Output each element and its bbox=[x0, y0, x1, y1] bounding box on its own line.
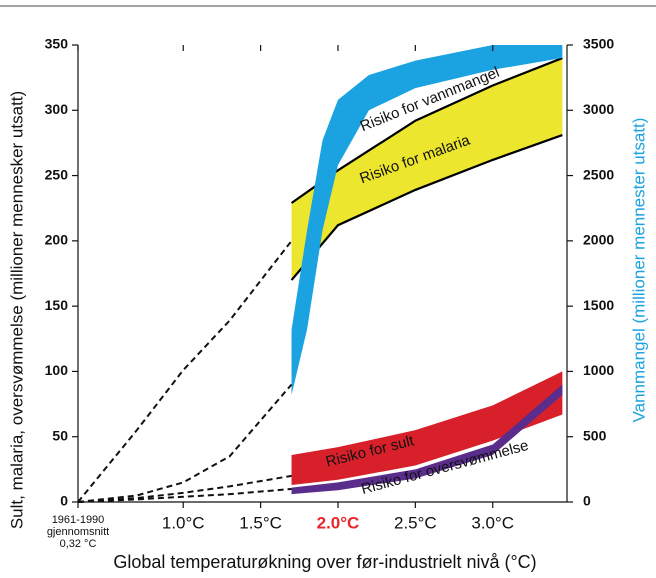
x-tick-label: 1.0°C bbox=[162, 513, 205, 532]
y-tick-label: 100 bbox=[45, 362, 69, 378]
trend-line bbox=[77, 240, 293, 503]
y2-tick-label: 2000 bbox=[583, 232, 614, 248]
x-tick-label-line: 1961-1990 bbox=[52, 514, 105, 526]
band bbox=[291, 384, 563, 495]
y-tick-label: 200 bbox=[45, 232, 69, 248]
x-tick-label: 3.0°C bbox=[471, 513, 514, 532]
y2-tick-label: 500 bbox=[583, 427, 607, 443]
x-tick-label: 2.5°C bbox=[394, 513, 437, 532]
y-tick-label: 0 bbox=[60, 493, 68, 509]
x-tick-label-line: gjennomsnitt bbox=[47, 526, 109, 538]
x-tick-label-line: 0,32 °C bbox=[60, 538, 97, 550]
y-tick-label: 50 bbox=[52, 427, 68, 443]
y-axis-label: Sult, malaria, oversvømmelse (millioner … bbox=[7, 91, 26, 529]
y2-axis-label: Vannmangel (millioner mennester utsatt) bbox=[629, 118, 648, 423]
band bbox=[291, 58, 563, 281]
x-tick-label: 1.5°C bbox=[239, 513, 282, 532]
y2-tick-label: 1500 bbox=[583, 297, 614, 313]
trend-line bbox=[77, 474, 292, 503]
y-tick-label: 150 bbox=[45, 297, 69, 313]
y-tick-label: 250 bbox=[45, 166, 69, 182]
y-tick-label: 300 bbox=[45, 101, 69, 117]
band bbox=[291, 371, 563, 486]
y2-tick-label: 3500 bbox=[583, 36, 614, 52]
x-tick-label: 2.0°C bbox=[317, 513, 360, 532]
band-edge bbox=[290, 134, 563, 281]
x-tick-label: 1961-1990 gjennomsnitt 0,32 °C bbox=[47, 514, 109, 550]
trend-line bbox=[77, 487, 292, 503]
y-tick-label: 350 bbox=[45, 36, 69, 52]
x-axis-label: Global temperaturøkning over før-industr… bbox=[113, 552, 536, 572]
y2-tick-label: 3000 bbox=[583, 101, 614, 117]
y2-tick-label: 2500 bbox=[583, 166, 614, 182]
y2-tick-label: 0 bbox=[583, 493, 591, 509]
y2-tick-label: 1000 bbox=[583, 362, 614, 378]
trend-line bbox=[77, 383, 293, 503]
